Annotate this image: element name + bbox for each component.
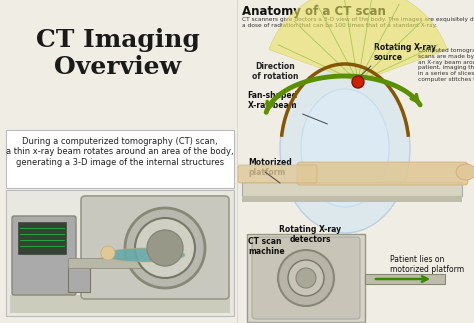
FancyBboxPatch shape xyxy=(365,274,445,284)
Circle shape xyxy=(352,76,364,88)
Text: Computed tomography
scans are made by rotating
an X-ray beam around the
patient,: Computed tomography scans are made by ro… xyxy=(418,48,474,82)
FancyBboxPatch shape xyxy=(247,234,365,322)
Circle shape xyxy=(147,230,183,266)
Text: Anatomy of a CT scan: Anatomy of a CT scan xyxy=(242,5,386,18)
FancyBboxPatch shape xyxy=(238,165,317,183)
Text: Rotating X-ray
source: Rotating X-ray source xyxy=(374,43,436,62)
Ellipse shape xyxy=(280,63,410,233)
FancyBboxPatch shape xyxy=(81,196,229,299)
FancyBboxPatch shape xyxy=(242,182,462,196)
Text: CT scanners give doctors a 3-D view of the body. The images are exquisitely deta: CT scanners give doctors a 3-D view of t… xyxy=(242,17,474,28)
FancyBboxPatch shape xyxy=(297,162,468,185)
Text: Motorized
platform: Motorized platform xyxy=(248,158,292,177)
FancyBboxPatch shape xyxy=(252,237,360,319)
FancyBboxPatch shape xyxy=(10,295,230,313)
FancyBboxPatch shape xyxy=(18,222,66,254)
Ellipse shape xyxy=(301,89,389,207)
Circle shape xyxy=(135,218,195,278)
Circle shape xyxy=(288,260,324,296)
Circle shape xyxy=(296,268,316,288)
Ellipse shape xyxy=(456,164,474,180)
Ellipse shape xyxy=(105,248,185,262)
Text: CT scan
machine: CT scan machine xyxy=(248,237,284,256)
Circle shape xyxy=(101,246,115,260)
FancyBboxPatch shape xyxy=(247,322,365,323)
Text: CT Imaging: CT Imaging xyxy=(36,28,200,52)
FancyBboxPatch shape xyxy=(12,216,76,295)
FancyBboxPatch shape xyxy=(68,258,173,268)
FancyBboxPatch shape xyxy=(6,190,234,316)
Circle shape xyxy=(125,208,205,288)
FancyBboxPatch shape xyxy=(68,266,90,292)
Text: Overview: Overview xyxy=(55,55,182,79)
Text: Rotating X-ray
detectors: Rotating X-ray detectors xyxy=(279,225,341,245)
Text: Patient lies on
motorized platform: Patient lies on motorized platform xyxy=(390,255,464,275)
Text: During a computerized tomography (CT) scan,
a thin x-ray beam rotates around an : During a computerized tomography (CT) sc… xyxy=(6,137,234,167)
Circle shape xyxy=(278,250,334,306)
FancyBboxPatch shape xyxy=(6,130,234,188)
Wedge shape xyxy=(269,0,447,82)
Text: Direction
of rotation: Direction of rotation xyxy=(252,62,298,81)
Text: Fan-shaped
X-ray beam: Fan-shaped X-ray beam xyxy=(247,90,297,110)
FancyBboxPatch shape xyxy=(242,196,462,202)
